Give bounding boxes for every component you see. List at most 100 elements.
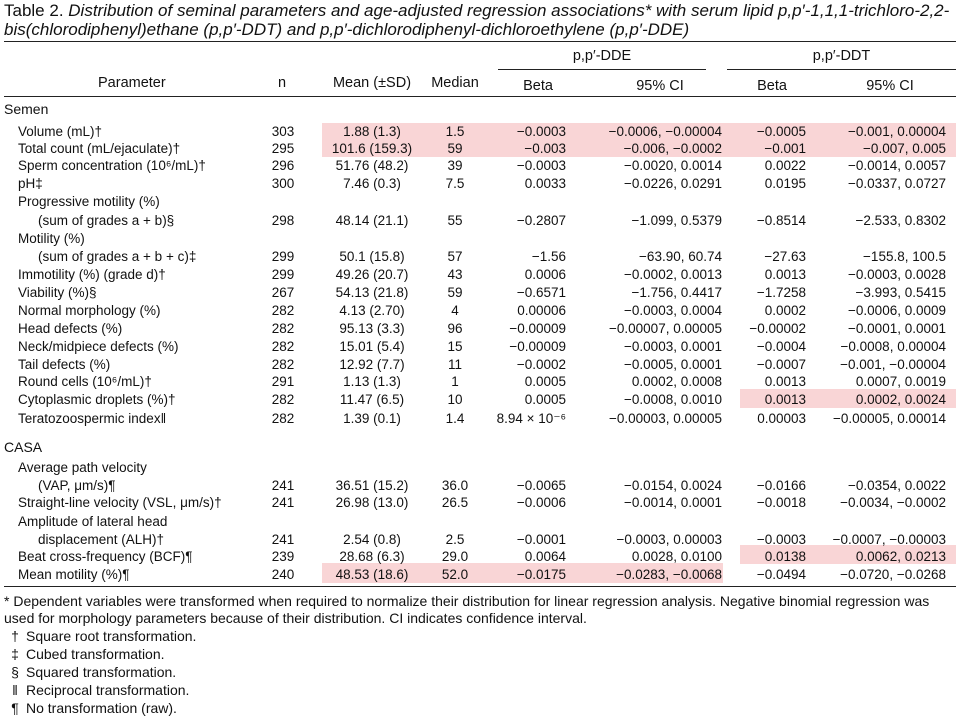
cell-beta-dde: −1.56	[531, 249, 566, 264]
footnote-text: No transformation (raw).	[26, 700, 177, 716]
cell-beta-dde: −0.0006	[516, 495, 566, 510]
cell-ci-dde: −0.0003, 0.0001	[624, 339, 722, 354]
cell-beta-dde: −0.0001	[516, 532, 566, 547]
cell-mean: 2.54 (0.8)	[343, 532, 401, 547]
cell-beta-ddt: −0.8514	[756, 213, 806, 228]
header-ci-ddt: 95% CI	[866, 78, 914, 94]
cell-beta-ddt: −0.0018	[756, 495, 806, 510]
header-ci-dde: 95% CI	[636, 78, 684, 94]
cell-n: 240	[271, 567, 295, 582]
cell-beta-dde: −0.00009	[509, 321, 566, 336]
cell-mean: 26.98 (13.0)	[335, 495, 409, 510]
dde-group-rule	[498, 69, 706, 70]
cell-ci-ddt: −0.0337, 0.0727	[848, 176, 946, 191]
cell-beta-ddt: −0.001	[764, 141, 806, 156]
cell-beta-dde: 0.0005	[524, 374, 566, 389]
cell-beta-ddt: −0.0004	[756, 339, 806, 354]
row-parameter-label: (sum of grades a + b)§	[38, 213, 175, 228]
cell-median: 2.5	[445, 532, 465, 547]
cell-median: 11	[447, 357, 462, 372]
row-parameter-label: Beat cross-frequency (BCF)¶	[18, 549, 193, 564]
cell-median: 43	[447, 267, 463, 282]
cell-ci-ddt: −0.007, 0.005	[863, 141, 946, 156]
cell-beta-ddt: 0.0013	[764, 267, 806, 282]
cell-mean: 51.76 (48.2)	[335, 158, 409, 173]
cell-n: 298	[271, 213, 295, 228]
cell-beta-ddt: −0.0005	[756, 124, 806, 139]
cell-beta-dde: 8.94 × 10⁻⁶	[496, 411, 566, 426]
table-number: Table 2.	[4, 1, 64, 20]
cell-mean: 28.68 (6.3)	[339, 549, 405, 564]
cell-n: 282	[271, 392, 295, 407]
cell-median: 29.0	[441, 549, 469, 564]
cell-n: 291	[271, 374, 295, 389]
cell-mean: 95.13 (3.3)	[339, 321, 405, 336]
cell-ci-dde: −1.756, 0.4417	[631, 285, 722, 300]
cell-median: 96	[447, 321, 463, 336]
row-parameter-label: Teratozoospermic index‖	[18, 411, 167, 426]
header-group-dde: p,p′-DDE	[572, 48, 632, 64]
cell-ci-ddt: −2.533, 0.8302	[855, 213, 946, 228]
cell-n: 239	[271, 549, 295, 564]
cell-ci-dde: 0.0002, 0.0008	[631, 374, 722, 389]
cell-beta-dde: 0.00006	[517, 303, 566, 318]
row-parameter-label: Round cells (10⁶/mL)†	[18, 374, 152, 389]
header-median: Median	[431, 75, 479, 91]
cell-beta-dde: 0.0064	[524, 549, 566, 564]
cell-n: 267	[271, 285, 295, 300]
row-parameter-label: Progressive motility (%)	[18, 194, 160, 209]
cell-median: 26.5	[441, 495, 469, 510]
cell-ci-dde: −63.90, 60.74	[639, 249, 722, 264]
header-group-ddt: p,p′-DDT	[812, 48, 871, 64]
cell-mean: 1.88 (1.3)	[343, 124, 401, 139]
row-parameter-label: Immotility (%) (grade d)†	[18, 267, 166, 282]
row-parameter-label: Average path velocity	[18, 460, 147, 475]
cell-n: 296	[271, 158, 295, 173]
cell-beta-ddt: 0.0195	[764, 176, 806, 191]
cell-n: 299	[271, 249, 295, 264]
cell-beta-ddt: −0.0003	[756, 532, 806, 547]
cell-median: 36.0	[441, 478, 469, 493]
row-parameter-label: Head defects (%)	[18, 321, 123, 336]
header-rule	[4, 96, 956, 97]
cell-ci-dde: 0.0028, 0.0100	[631, 549, 722, 564]
cell-beta-ddt: 0.0138	[764, 549, 806, 564]
highlight-mean-volume-count	[322, 123, 477, 157]
cell-ci-dde: −0.0154, 0.0024	[624, 478, 722, 493]
cell-median: 57	[447, 249, 463, 264]
cell-mean: 36.51 (15.2)	[335, 478, 409, 493]
cell-beta-dde: 0.0033	[524, 176, 566, 191]
cell-ci-dde: −1.099, 0.5379	[631, 213, 722, 228]
highlight-ddt-bcf	[740, 545, 956, 564]
footnote-item: ‡ Cubed transformation.	[4, 645, 164, 663]
top-rule	[4, 41, 956, 42]
cell-ci-ddt: −0.0003, 0.0028	[848, 267, 946, 282]
cell-beta-dde: −0.2807	[516, 213, 566, 228]
cell-mean: 48.14 (21.1)	[335, 213, 409, 228]
row-parameter-label: Viability (%)§	[18, 285, 97, 300]
cell-beta-ddt: −27.63	[764, 249, 806, 264]
footnote-item: ¶ No transformation (raw).	[4, 699, 177, 717]
cell-beta-ddt: 0.0022	[764, 158, 806, 173]
cell-beta-ddt: −0.0494	[756, 567, 806, 582]
cell-beta-ddt: 0.0013	[764, 392, 806, 407]
row-parameter-label: Total count (mL/ejaculate)†	[18, 141, 181, 156]
header-beta-ddt: Beta	[757, 78, 787, 94]
cell-beta-ddt: 0.0013	[764, 374, 806, 389]
cell-median: 7.5	[445, 176, 465, 191]
cell-n: 282	[271, 357, 295, 372]
row-parameter-label: Neck/midpiece defects (%)	[18, 339, 179, 354]
header-parameter: Parameter	[98, 75, 166, 91]
cell-mean: 12.92 (7.7)	[339, 357, 405, 372]
cell-mean: 101.6 (159.3)	[331, 141, 413, 156]
cell-n: 241	[271, 532, 295, 547]
cell-ci-ddt: −0.001, −0.00004	[840, 357, 946, 372]
cell-beta-dde: −0.0002	[516, 357, 566, 372]
cell-ci-ddt: −0.0001, 0.0001	[848, 321, 946, 336]
cell-beta-ddt: 0.0002	[764, 303, 806, 318]
cell-ci-ddt: 0.0062, 0.0213	[855, 549, 946, 564]
cell-ci-dde: −0.0020, 0.0014	[624, 158, 722, 173]
cell-n: 282	[271, 339, 295, 354]
footnote-symbol: ‡	[11, 646, 19, 662]
row-parameter-label: (VAP, μm/s)¶	[38, 478, 116, 493]
